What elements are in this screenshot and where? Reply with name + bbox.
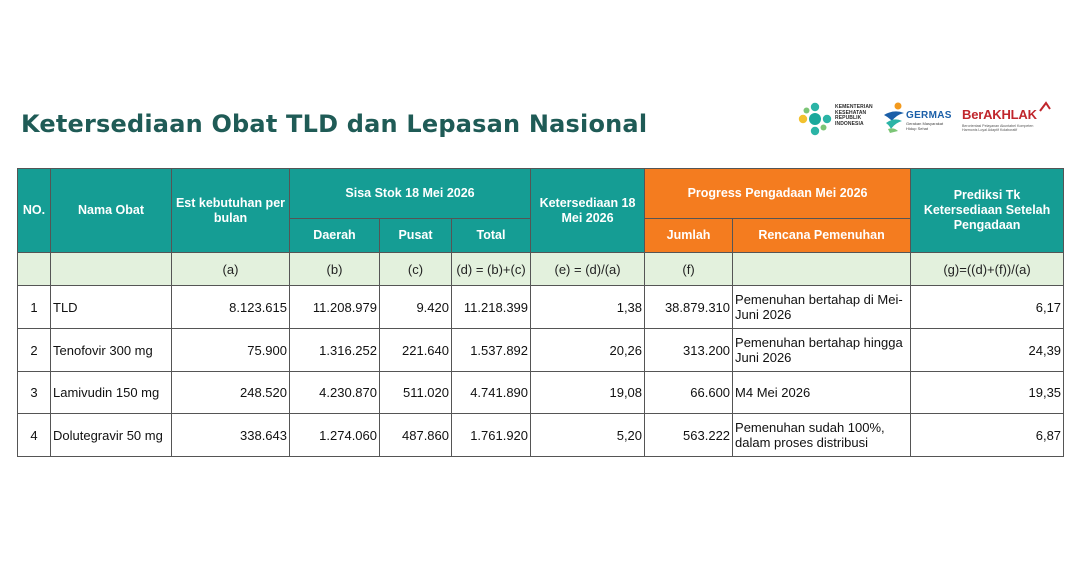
cell-pusat: 487.860: [379, 413, 452, 457]
cell-prediksi: 6,17: [910, 285, 1065, 329]
cell-total: 11.218.399: [450, 285, 532, 329]
letter-cell-nama: [50, 252, 172, 286]
cell-est: 338.643: [171, 413, 290, 457]
stock-table: NO. Nama Obat Est kebutuhan per bulan Si…: [17, 168, 1065, 457]
header-total: Total: [450, 218, 532, 253]
cell-total: 1.537.892: [450, 328, 532, 372]
germas-figure-icon: [884, 102, 904, 133]
header-progress-pengadaan: Progress Pengadaan Mei 2026: [644, 168, 912, 219]
letter-cell-prediksi: (g)=((d)+(f))/(a): [910, 252, 1065, 286]
header-pusat: Pusat: [379, 218, 452, 253]
cell-nama-obat: Dolutegravir 50 mg: [50, 413, 172, 457]
germas-subtitle: Gerakan Masyarakat Hidup Sehat: [906, 121, 944, 131]
header-prediksi: Prediksi Tk Ketersediaan Setelah Pengada…: [910, 168, 1065, 253]
cell-est: 248.520: [171, 371, 290, 414]
letter-cell-ketersediaan: (e) = (d)/(a): [530, 252, 646, 286]
berakhlak-logo: BerAKHLAK Berorientasi Pelayanan Akuntab…: [962, 100, 1054, 138]
germas-word: GERMAS: [906, 110, 952, 121]
cell-jumlah: 563.222: [644, 413, 734, 457]
cell-pusat: 9.420: [379, 285, 452, 329]
kemenkes-text-1: KEMENTERIAN: [835, 104, 873, 110]
berakhlak-chevron-icon: [1039, 101, 1051, 112]
cell-daerah: 1.316.252: [289, 328, 380, 372]
cell-daerah: 1.274.060: [289, 413, 380, 457]
cell-nama-obat: Lamivudin 150 mg: [50, 371, 172, 414]
header-daerah: Daerah: [289, 218, 380, 253]
letter-cell-no: [17, 252, 51, 286]
page-title: Ketersediaan Obat TLD dan Lepasan Nasion…: [21, 110, 648, 138]
berakhlak-word: BerAKHLAK: [962, 107, 1037, 122]
cell-jumlah: 66.600: [644, 371, 734, 414]
cell-est: 8.123.615: [171, 285, 290, 329]
kemenkes-text-3: REPUBLIK: [835, 115, 862, 122]
table-row: 1 TLD 8.123.615 11.208.979 9.420 11.218.…: [17, 285, 1065, 329]
header-nama-obat: Nama Obat: [50, 168, 172, 253]
cell-rencana: Pemenuhan bertahap hingga Juni 2026: [732, 328, 912, 372]
cell-prediksi: 19,35: [910, 371, 1065, 414]
cell-est: 75.900: [171, 328, 290, 372]
kemenkes-text-4: INDONESIA: [835, 120, 864, 127]
cell-nama-obat: TLD: [50, 285, 172, 329]
cell-ketersediaan: 1,38: [530, 285, 646, 329]
cell-no: 3: [17, 371, 51, 414]
kemenkes-text-2: KESEHATAN: [835, 109, 867, 116]
cell-rencana: Pemenuhan sudah 100%, dalam proses distr…: [732, 413, 912, 457]
kemenkes-mark-icon: [798, 102, 832, 136]
cell-prediksi: 6,87: [910, 413, 1065, 457]
cell-ketersediaan: 20,26: [530, 328, 646, 372]
header-rencana-pemenuhan: Rencana Pemenuhan: [732, 218, 912, 253]
cell-ketersediaan: 19,08: [530, 371, 646, 414]
kemenkes-logo: KEMENTERIAN KESEHATAN REPUBLIK INDONESIA: [798, 100, 880, 138]
cell-nama-obat: Tenofovir 300 mg: [50, 328, 172, 372]
table-row: 2 Tenofovir 300 mg 75.900 1.316.252 221.…: [17, 328, 1065, 372]
cell-pusat: 511.020: [379, 371, 452, 414]
cell-total: 1.761.920: [450, 413, 532, 457]
cell-jumlah: 38.879.310: [644, 285, 734, 329]
table-row: 3 Lamivudin 150 mg 248.520 4.230.870 511…: [17, 371, 1065, 414]
cell-no: 4: [17, 413, 51, 457]
cell-total: 4.741.890: [450, 371, 532, 414]
letter-cell-est: (a): [171, 252, 290, 286]
letter-cell-rencana: [732, 252, 912, 286]
cell-daerah: 4.230.870: [289, 371, 380, 414]
header-jumlah: Jumlah: [644, 218, 734, 253]
germas-logo: GERMAS Gerakan Masyarakat Hidup Sehat: [880, 100, 952, 138]
letter-cell-total: (d) = (b)+(c): [450, 252, 532, 286]
header-ketersediaan: Ketersediaan 18 Mei 2026: [530, 168, 646, 253]
letter-cell-jumlah: (f): [644, 252, 734, 286]
header-est-kebutuhan: Est kebutuhan per bulan: [171, 168, 290, 253]
berakhlak-subtitle: Berorientasi Pelayanan Akuntabel Kompete…: [962, 124, 1034, 133]
cell-rencana: Pemenuhan bertahap di Mei-Juni 2026: [732, 285, 912, 329]
cell-no: 1: [17, 285, 51, 329]
cell-ketersediaan: 5,20: [530, 413, 646, 457]
header-no: NO.: [17, 168, 51, 253]
letter-cell-pusat: (c): [379, 252, 452, 286]
cell-prediksi: 24,39: [910, 328, 1065, 372]
table-row: 4 Dolutegravir 50 mg 338.643 1.274.060 4…: [17, 413, 1065, 457]
letter-cell-daerah: (b): [289, 252, 380, 286]
cell-jumlah: 313.200: [644, 328, 734, 372]
cell-pusat: 221.640: [379, 328, 452, 372]
cell-rencana: M4 Mei 2026: [732, 371, 912, 414]
cell-daerah: 11.208.979: [289, 285, 380, 329]
cell-no: 2: [17, 328, 51, 372]
header-sisa-stok: Sisa Stok 18 Mei 2026: [288, 168, 532, 219]
